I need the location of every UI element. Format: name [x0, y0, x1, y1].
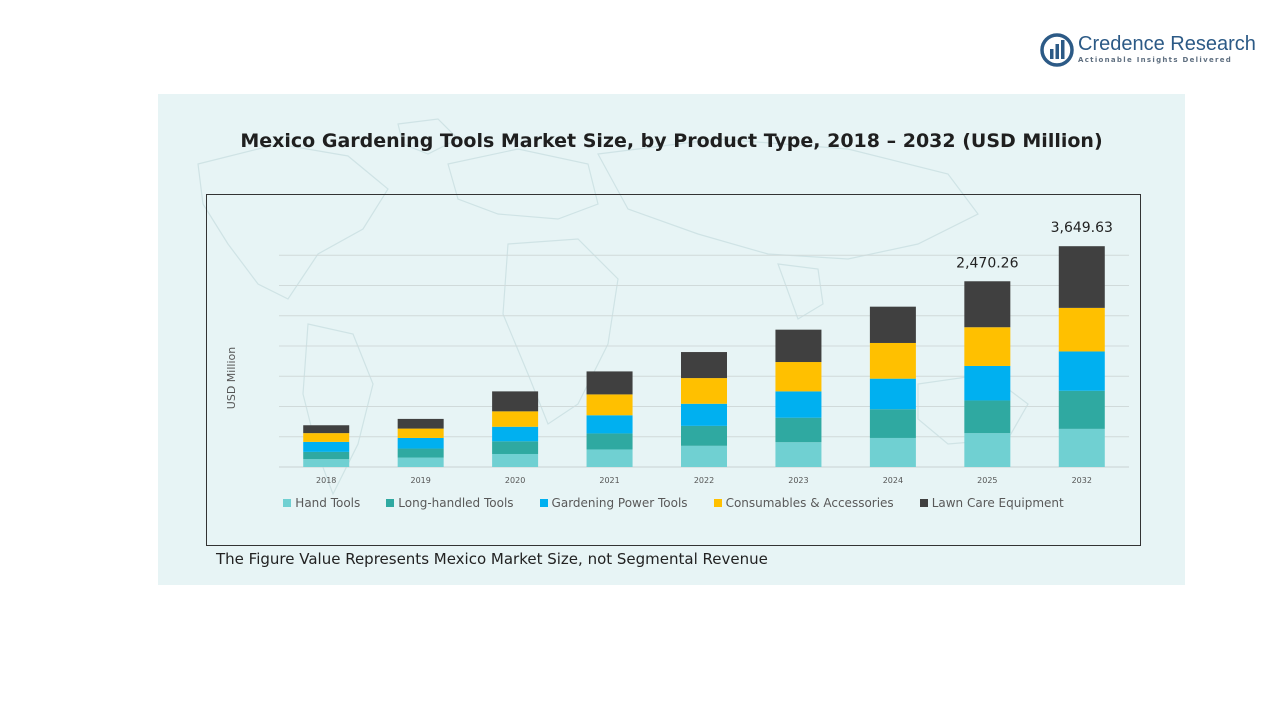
bar-segment-2025-4 [964, 281, 1011, 328]
bar-segment-2032-1 [1058, 390, 1105, 429]
chart-frame: 2018 2019 2020 2021 2022 2023 2024 2025 2032 2,4… [206, 194, 1141, 546]
brand-name: Credence Research [1078, 33, 1256, 55]
x-tick-label: 2021 [599, 476, 619, 485]
bar-segment-2018-1 [303, 451, 350, 460]
bar-segment-2019-0 [397, 457, 444, 467]
bar-segment-2018-3 [303, 433, 350, 442]
bar-segment-2021-3 [586, 394, 633, 416]
brand-logo: Credence Research Actionable Insights De… [1040, 30, 1260, 70]
bar-segment-2025-1 [964, 400, 1011, 434]
bar-segment-2022-0 [681, 445, 727, 467]
world-map-watermark [197, 118, 1029, 496]
bar-segment-2025-0 [964, 433, 1011, 467]
bar-segment-2024-2 [869, 378, 916, 410]
legend-item: Long-handled Tools [386, 496, 514, 510]
bar-segment-2032-3 [1058, 307, 1105, 352]
bar-segment-2019-3 [397, 428, 444, 438]
bar-segment-2021-4 [586, 371, 633, 395]
y-axis-label: USD Million [225, 346, 238, 410]
credence-logo-icon [1040, 33, 1074, 67]
legend-swatch [713, 499, 722, 507]
legend-item: Gardening Power Tools [539, 496, 688, 510]
bar-segment-2025-2 [964, 365, 1011, 401]
legend-label: Long-handled Tools [398, 496, 514, 510]
bar-segment-2024-4 [869, 306, 916, 343]
bar-segment-2024-1 [869, 409, 916, 438]
bar-segment-2022-4 [681, 352, 727, 379]
bar-segment-2032-2 [1058, 351, 1105, 391]
bar-segment-2022-2 [681, 403, 727, 426]
legend-item: Consumables & Accessories [713, 496, 894, 510]
bar-segment-2021-1 [586, 433, 633, 450]
chart-title: Mexico Gardening Tools Market Size, by P… [240, 130, 1103, 152]
bar-segment-2020-2 [492, 426, 539, 442]
total-label: 3,649.63 [1051, 220, 1113, 236]
bar-segment-2020-3 [492, 411, 539, 427]
x-tick-label: 2032 [1072, 476, 1092, 485]
x-tick-label: 2024 [883, 476, 903, 485]
x-axis-ticks: 2018 2019 2020 2021 2022 2023 2024 2025 2032 [316, 476, 1092, 485]
bar-segment-2023-0 [775, 442, 822, 467]
bar-segment-2019-1 [397, 448, 444, 458]
bar-segment-2019-2 [397, 437, 444, 449]
bar-segment-2020-1 [492, 441, 539, 454]
legend-swatch [919, 499, 928, 507]
legend-swatch [386, 499, 395, 507]
bar-segment-2022-1 [681, 425, 727, 446]
bar-segment-2024-0 [869, 437, 916, 467]
bar-segment-2032-4 [1058, 246, 1105, 308]
legend-label: Consumables & Accessories [725, 496, 894, 510]
chart-panel: Mexico Gardening Tools Market Size, by P… [158, 94, 1185, 585]
x-tick-label: 2019 [410, 476, 430, 485]
x-tick-label: 2022 [694, 476, 714, 485]
bar-segment-2024-3 [869, 342, 916, 379]
bar-segment-2022-3 [681, 378, 727, 404]
bar-segment-2023-2 [775, 391, 822, 418]
x-tick-label: 2023 [788, 476, 808, 485]
bar-segment-2020-4 [492, 391, 539, 412]
legend-label: Hand Tools [295, 496, 361, 510]
legend-item: Hand Tools [283, 496, 360, 510]
bar-segment-2023-1 [775, 417, 822, 443]
x-tick-label: 2018 [316, 476, 336, 485]
chart-plot: 2018 2019 2020 2021 2022 2023 2024 2025 2032 2,4… [279, 220, 1129, 485]
bar-segment-2020-0 [492, 453, 539, 467]
bar-segment-2023-4 [775, 329, 822, 363]
total-label: 2,470.26 [956, 255, 1018, 271]
footnote: The Figure Value Represents Mexico Marke… [216, 550, 768, 568]
bar-stacks [303, 246, 1105, 467]
bar-segment-2019-4 [397, 418, 444, 429]
legend-label: Lawn Care Equipment [931, 496, 1064, 510]
bar-segment-2018-2 [303, 441, 350, 452]
legend-swatch [283, 499, 292, 507]
bar-segment-2023-3 [775, 362, 822, 392]
total-labels: 2,470.26 3,649.63 [956, 220, 1113, 271]
x-tick-label: 2020 [505, 476, 525, 485]
bar-segment-2025-3 [964, 327, 1011, 366]
bar-segment-2021-2 [586, 415, 633, 434]
bar-segment-2032-0 [1058, 428, 1105, 467]
bar-segment-2018-0 [303, 459, 350, 467]
chart-legend: Hand Tools Long-handled Tools Gardening Po… [207, 496, 1140, 510]
bar-segment-2018-4 [303, 425, 350, 434]
bar-segment-2021-0 [586, 449, 633, 467]
legend-label: Gardening Power Tools [551, 496, 688, 510]
legend-item: Lawn Care Equipment [919, 496, 1064, 510]
brand-tagline: Actionable Insights Delivered [1078, 56, 1233, 64]
x-tick-label: 2025 [977, 476, 997, 485]
legend-swatch [539, 499, 548, 507]
